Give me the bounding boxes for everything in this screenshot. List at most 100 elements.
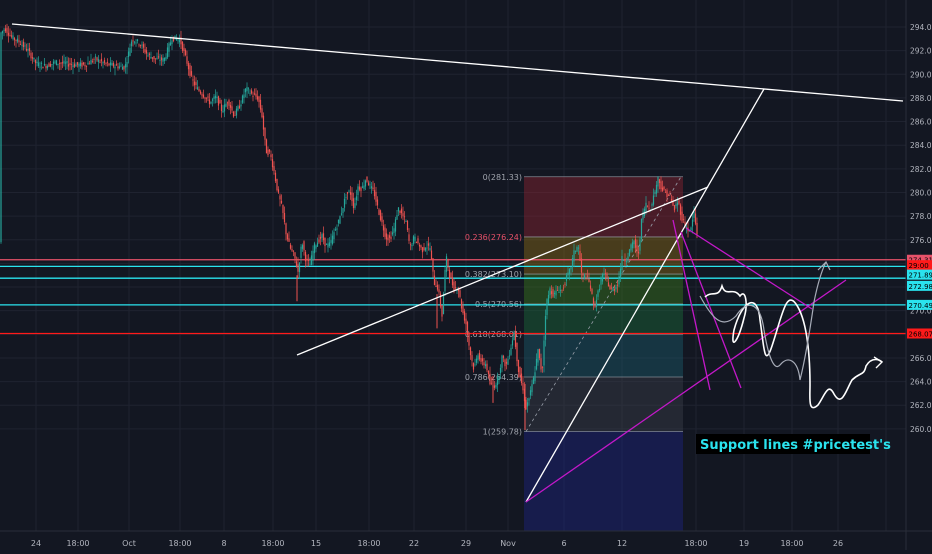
candle-body (351, 193, 352, 202)
candle-body (209, 100, 210, 105)
fib-level-label: 0.236(276.24) (465, 233, 522, 242)
candle-body (32, 57, 33, 58)
candle-body (18, 40, 19, 42)
candle-body (305, 252, 306, 261)
y-tick-label: 264.00 (910, 378, 932, 387)
candle-body (659, 179, 660, 183)
candle-body (210, 102, 211, 104)
candle-body (621, 256, 622, 270)
candle-body (251, 90, 252, 93)
y-tick-label: 288.00 (910, 94, 932, 103)
x-tick-label: 18:00 (261, 539, 284, 548)
x-tick-label: 19 (739, 539, 749, 548)
candle-body (582, 273, 583, 275)
candle-body (617, 285, 618, 286)
candle-body (482, 358, 483, 361)
candle-body (549, 288, 550, 295)
candle-body (260, 100, 261, 110)
candle-body (605, 273, 606, 274)
candle-body (345, 197, 346, 198)
candle-body (159, 60, 160, 61)
candle-body (560, 290, 561, 291)
candle-body (144, 49, 145, 52)
candle-body (242, 96, 243, 103)
candle-body (335, 229, 336, 230)
candle-body (272, 159, 273, 167)
candle-body (252, 96, 253, 97)
y-tick-label: 262.00 (910, 401, 932, 410)
candle-body (59, 63, 60, 64)
candle-body (690, 227, 691, 230)
candle-body (497, 378, 498, 385)
y-tick-label: 278.00 (910, 212, 932, 221)
candle-body (615, 287, 616, 289)
candle-body (468, 334, 469, 345)
candle-body (203, 95, 204, 98)
candle-body (263, 116, 264, 130)
candle-body (24, 46, 25, 47)
candle-body (102, 62, 103, 63)
candle-body (635, 239, 636, 248)
candle-body (461, 299, 462, 308)
y-tick-label: 290.00 (910, 70, 932, 79)
candle-body (234, 115, 235, 116)
candle-body (386, 233, 387, 239)
candle-body (485, 364, 486, 366)
candle-body (93, 59, 94, 60)
candle-body (204, 98, 205, 99)
candle-body (33, 58, 34, 60)
candle-body (618, 276, 619, 284)
candle-body (80, 62, 81, 66)
candle-body (147, 55, 148, 56)
candle-body (200, 91, 201, 93)
candle-body (141, 45, 142, 46)
candle-body (155, 58, 156, 59)
candle-body (567, 272, 568, 275)
candle-body (78, 64, 79, 67)
x-tick-label: Nov (500, 539, 516, 548)
candle-body (416, 242, 417, 243)
candle-body (348, 191, 349, 192)
candle-body (245, 89, 246, 93)
candle-body (380, 210, 381, 220)
candle-body (92, 61, 93, 62)
price-tag-label: 271.89 (909, 272, 932, 280)
candle-body (153, 56, 154, 59)
x-tick-label: 24 (31, 539, 41, 548)
candle-body (228, 100, 229, 106)
candle-body (581, 259, 582, 273)
candle-body (419, 245, 420, 247)
candle-body (254, 93, 255, 94)
candle-body (633, 241, 634, 244)
candle-body (522, 383, 523, 390)
candle-body (338, 220, 339, 223)
candle-body (123, 66, 124, 69)
candle-body (606, 274, 607, 279)
x-tick-label: 18:00 (357, 539, 380, 548)
candle-body (435, 286, 436, 287)
candle-body (518, 360, 519, 372)
candle-body (446, 256, 447, 272)
candle-body (408, 234, 409, 241)
candle-body (95, 57, 96, 58)
candle-body (213, 97, 214, 99)
candle-body (509, 356, 510, 357)
candle-body (636, 245, 637, 251)
candle-body (357, 186, 358, 195)
candle-body (572, 258, 573, 267)
candle-body (399, 211, 400, 213)
x-tick-label: 18:00 (684, 539, 707, 548)
candle-body (630, 244, 631, 250)
candle-body (284, 213, 285, 222)
candle-body (302, 245, 303, 249)
candle-body (23, 42, 24, 47)
candle-body (450, 273, 451, 279)
candle-body (563, 288, 564, 289)
candle-body (134, 42, 135, 43)
candle-body (201, 94, 202, 95)
candle-body (312, 251, 313, 261)
candle-body (653, 196, 654, 205)
candle-body (149, 54, 150, 55)
candle-body (56, 60, 57, 65)
candle-body (513, 332, 514, 340)
